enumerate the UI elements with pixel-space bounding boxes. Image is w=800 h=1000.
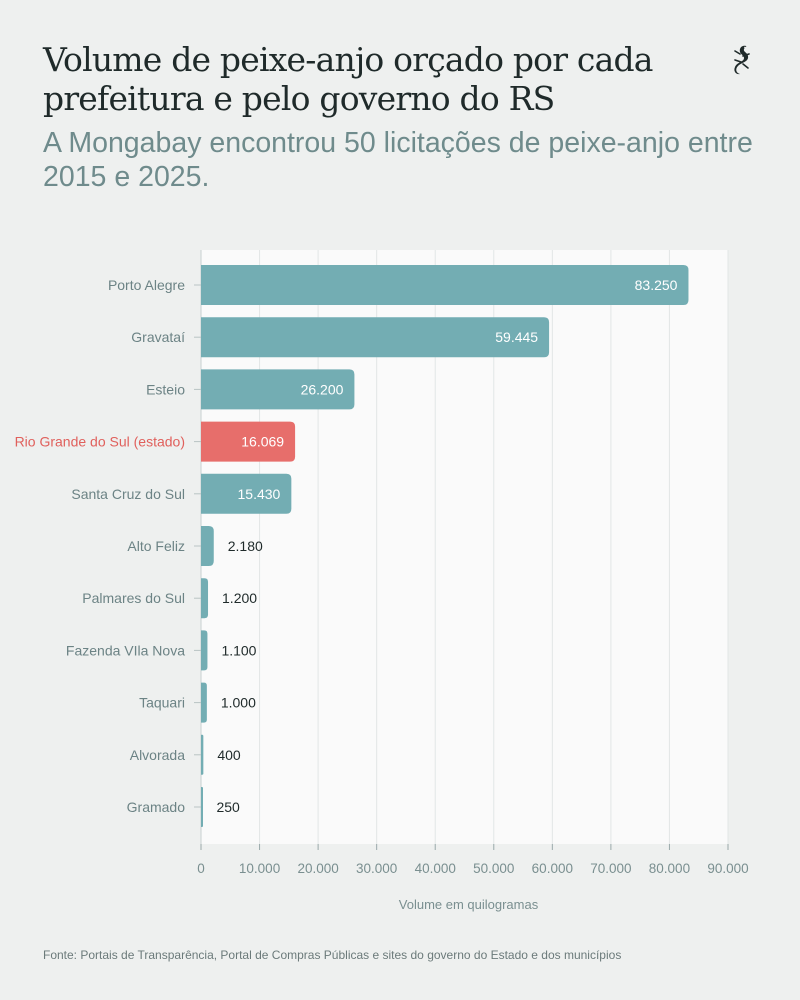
data-label: 59.445 <box>495 329 538 345</box>
category-label: Palmares do Sul <box>82 590 185 606</box>
x-axis-title: Volume em quilogramas <box>399 897 539 912</box>
bar <box>201 630 208 671</box>
data-label: 83.250 <box>635 277 678 293</box>
category-label: Fazenda VIla Nova <box>66 642 185 658</box>
data-label: 400 <box>217 747 241 763</box>
data-label: 16.069 <box>241 434 284 450</box>
bar <box>201 526 214 566</box>
x-tick-label: 10.000 <box>239 861 280 876</box>
bar <box>201 787 203 827</box>
chart-subtitle: A Mongabay encontrou 50 licitações de pe… <box>43 127 753 193</box>
data-label: 1.200 <box>222 590 257 606</box>
lizard-icon <box>734 45 750 75</box>
category-label: Rio Grande do Sul (estado) <box>15 434 185 450</box>
data-label: 1.100 <box>221 642 256 658</box>
data-label: 26.200 <box>301 381 344 397</box>
data-label: 2.180 <box>228 538 263 554</box>
x-tick-label: 30.000 <box>356 861 397 876</box>
x-tick-label: 20.000 <box>297 861 338 876</box>
x-tick-label: 50.000 <box>473 861 514 876</box>
data-label: 1.000 <box>221 695 256 711</box>
category-label: Alvorada <box>130 747 185 763</box>
category-label: Santa Cruz do Sul <box>71 486 185 502</box>
x-tick-label: 90.000 <box>707 861 748 876</box>
data-label: 15.430 <box>238 486 281 502</box>
bar <box>201 473 292 514</box>
chart-title: Volume de peixe-anjo orçado por cada pre… <box>43 40 653 118</box>
x-tick-label: 60.000 <box>532 861 573 876</box>
x-tick-label: 40.000 <box>415 861 456 876</box>
category-label: Porto Alegre <box>108 277 185 293</box>
bar <box>201 734 204 775</box>
bar <box>201 682 207 723</box>
bar <box>201 578 209 619</box>
category-label: Gravataí <box>131 329 185 345</box>
x-tick-label: 80.000 <box>649 861 690 876</box>
bar <box>201 421 296 462</box>
bar <box>201 317 550 358</box>
bar <box>201 265 689 305</box>
x-tick-label: 70.000 <box>590 861 631 876</box>
source-note: Fonte: Portais de Transparência, Portal … <box>43 948 622 962</box>
x-tick-label: 0 <box>197 861 205 876</box>
category-label: Taquari <box>139 695 185 711</box>
data-label: 250 <box>216 799 240 815</box>
bar-chart: 0 10.000 20.000 30.000 40.000 50.000 60.000 70.… <box>15 250 749 912</box>
category-label: Gramado <box>127 799 186 815</box>
category-label: Alto Feliz <box>127 538 185 554</box>
category-label: Esteio <box>146 381 185 397</box>
bar <box>201 369 355 410</box>
